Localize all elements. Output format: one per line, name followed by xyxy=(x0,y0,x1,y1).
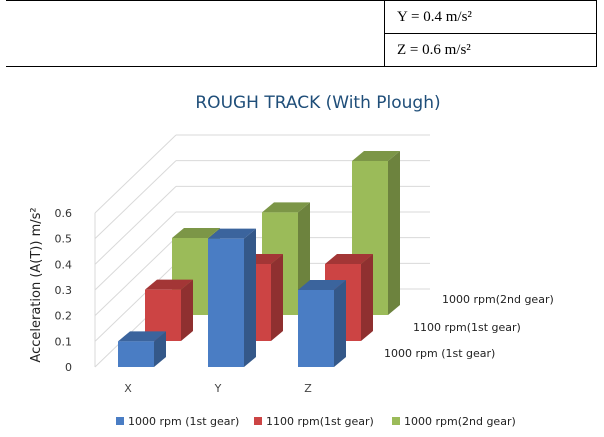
values-table: Y = 0.4 m/s² Z = 0.6 m/s² xyxy=(6,0,597,67)
chart-title: ROUGH TRACK (With Plough) xyxy=(195,93,440,113)
bar xyxy=(298,280,346,367)
series-depth-label: 1100 rpm(1st gear) xyxy=(413,321,521,334)
bar xyxy=(118,331,166,367)
table-row: Y = 0.4 m/s² xyxy=(6,0,597,67)
gridline xyxy=(94,134,177,214)
series-depth-label: 1000 rpm (1st gear) xyxy=(384,347,495,360)
legend-swatch xyxy=(392,417,400,425)
gridline xyxy=(94,185,177,265)
x-tick-label: X xyxy=(124,382,132,395)
y-tick-label: 0.3 xyxy=(55,284,73,297)
gridline xyxy=(94,160,177,240)
gridline xyxy=(94,211,177,291)
legend-item: 1000 rpm(2nd gear) xyxy=(392,415,516,428)
legend-item: 1000 rpm (1st gear) xyxy=(116,415,239,428)
y-axis-label: Acceleration (A(T)) m/s² xyxy=(29,207,44,362)
y-tick-label: 0.2 xyxy=(55,310,73,323)
y-tick-label: 0.5 xyxy=(55,233,73,246)
legend-item: 1100 rpm(1st gear) xyxy=(254,415,374,428)
table-row: Z = 0.6 m/s² xyxy=(6,33,597,67)
x-tick-label: Y xyxy=(214,382,222,395)
gridline xyxy=(94,262,177,342)
bar-chart-3d: ROUGH TRACK (With Plough) 0 0.1 0.2 0.3 0.4 0… xyxy=(29,93,554,428)
legend-swatch xyxy=(116,417,124,425)
bar xyxy=(208,228,256,367)
series-depth-label: 1000 rpm(2nd gear) xyxy=(442,293,554,306)
x-tick-label: Z xyxy=(304,382,312,395)
table-empty-cell xyxy=(6,0,385,67)
legend-label: 1000 rpm (1st gear) xyxy=(128,415,239,428)
gridline xyxy=(94,237,177,317)
legend-label: 1000 rpm(2nd gear) xyxy=(404,415,516,428)
y-tick-label: 0.6 xyxy=(55,207,73,220)
y-tick-label: 0 xyxy=(65,361,72,374)
legend-label: 1100 rpm(1st gear) xyxy=(266,415,374,428)
y-tick-label: 0.1 xyxy=(55,335,73,348)
y-tick-label: 0.4 xyxy=(55,258,73,271)
table-cell-z: Z = 0.6 m/s² xyxy=(384,33,597,67)
table-cell-y: Y = 0.4 m/s² xyxy=(384,0,597,34)
legend-swatch xyxy=(254,417,262,425)
